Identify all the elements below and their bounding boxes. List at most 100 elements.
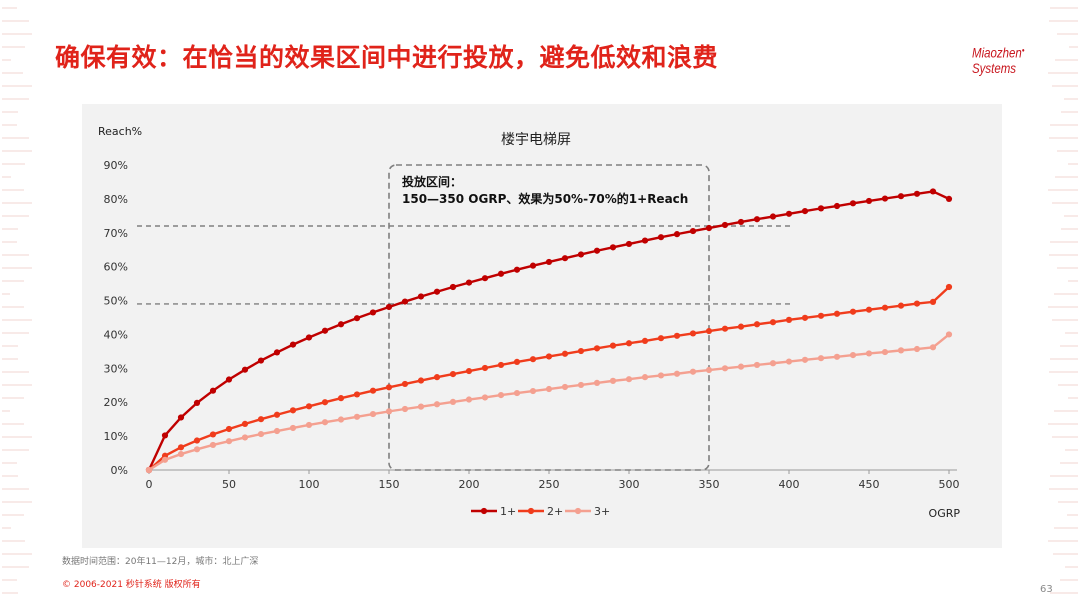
legend-marker [480,507,488,515]
data-point [289,424,297,432]
data-point [689,368,697,375]
data-point [561,255,569,262]
data-point [849,308,857,315]
data-point [625,240,633,248]
data-point [721,221,729,229]
data-point [577,347,585,355]
data-point [785,358,793,365]
data-point [801,314,809,321]
series-line-1plus [147,190,950,471]
data-point [657,234,665,241]
y-axis-label: Reach% [98,125,142,138]
data-point [897,193,905,200]
data-point [273,427,281,435]
x-tick-label: 200 [459,478,480,491]
x-tick-label: 100 [299,478,320,491]
data-point [785,210,793,217]
data-point [769,213,777,220]
data-point [385,384,393,391]
data-point [433,374,441,381]
data-point [625,376,633,383]
data-point [897,302,905,309]
data-point [401,405,409,413]
data-point [401,298,409,305]
data-point [513,389,521,397]
data-point [545,353,553,360]
data-point [465,279,473,286]
data-point [305,421,313,429]
x-tick-label: 400 [779,478,800,491]
data-point [529,387,537,395]
data-point [433,288,441,295]
data-point [625,340,633,347]
data-point [369,309,377,316]
data-point [177,444,185,451]
data-point [689,227,697,235]
data-point [753,216,761,223]
data-point [369,410,377,418]
data-point [545,258,553,266]
y-tick-label: 90% [104,159,128,172]
data-point [705,366,713,374]
data-point [417,377,425,384]
data-point [337,395,345,402]
data-point [721,325,729,332]
data-point [801,356,809,363]
data-point [401,380,409,388]
data-point [417,403,425,410]
data-point [273,349,281,356]
left-tick-decoration [2,7,32,594]
data-point [433,401,441,408]
data-point [945,331,953,338]
data-point [881,195,889,202]
data-point [241,434,249,441]
data-point [497,270,505,277]
data-point [657,372,665,379]
data-point [241,420,249,428]
data-point [161,432,169,439]
copyright-text: © 2006-2021 秒针系统 版权所有 [62,580,201,590]
data-point [641,237,649,244]
x-tick-label: 450 [859,478,880,491]
data-point [561,350,569,357]
data-point [241,366,249,373]
data-point [449,398,457,405]
data-point [897,347,905,354]
data-point [593,345,601,352]
data-point [769,319,777,326]
data-point [849,200,857,207]
data-point [481,394,489,401]
data-point [257,430,265,438]
data-point [321,399,329,406]
data-point [705,224,713,232]
data-point [225,425,233,433]
data-point [833,310,841,317]
data-point [289,341,297,348]
x-tick-label: 0 [146,478,153,491]
data-point [353,315,361,322]
data-point [449,283,457,291]
data-point [577,381,585,389]
data-point [705,327,713,335]
data-point [737,363,745,370]
data-point [225,376,233,383]
data-point [305,334,313,341]
data-point [145,466,153,474]
y-tick-label: 0% [111,464,128,477]
right-tick-decoration [1048,7,1078,594]
data-point [817,205,825,212]
data-point [673,332,681,339]
reach-curve-chart: 0 50 100 150 200 250 300 350 400 450 500 0% 10% 20% 30… [98,125,960,520]
data-point [785,316,793,323]
data-point [929,188,937,195]
data-point [753,321,761,328]
data-point [529,356,537,363]
data-point [193,446,201,453]
x-tick-label: 500 [939,478,960,491]
y-tick-label: 80% [104,193,128,206]
data-point [257,357,265,364]
y-tick-label: 20% [104,396,128,409]
x-tick-label: 50 [222,478,236,491]
data-point [481,275,489,282]
x-tick-label: 250 [539,478,560,491]
